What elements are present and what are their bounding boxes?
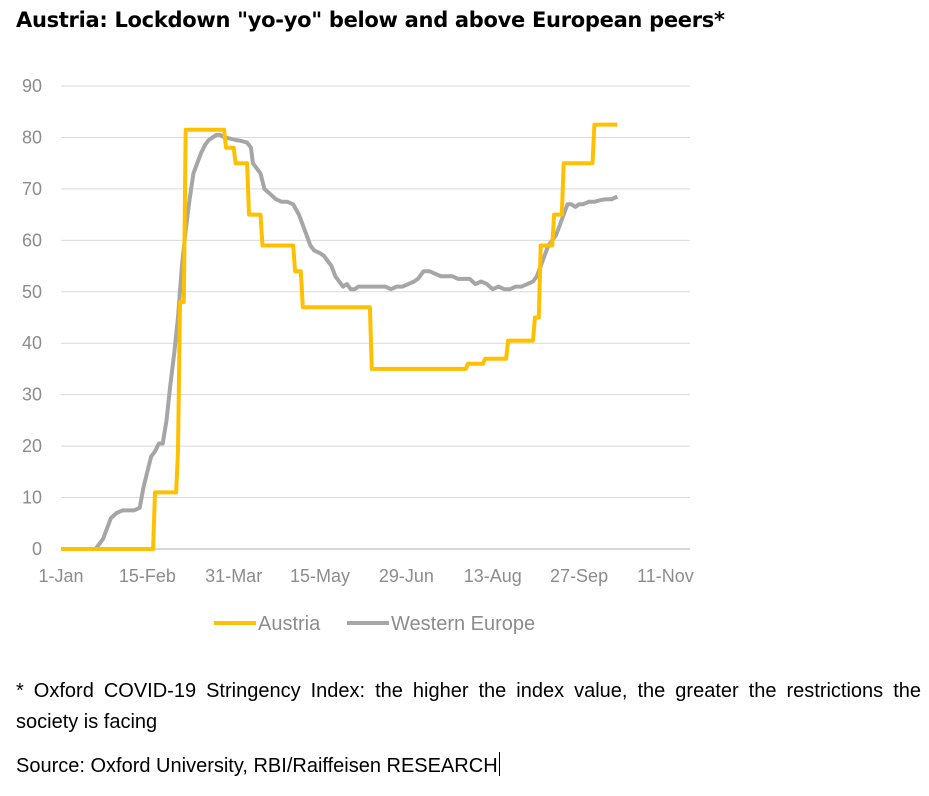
x-tick-label: 31-Mar (205, 566, 262, 586)
y-tick-label: 30 (22, 385, 42, 405)
gridlines (61, 85, 690, 550)
y-tick-label: 50 (22, 282, 42, 302)
legend: Austria Western Europe (214, 613, 535, 635)
y-tick-label: 90 (22, 76, 42, 96)
x-tick-label: 11-Nov (637, 566, 694, 586)
chart: 0 10 20 30 40 50 60 70 80 90 1-Jan 15-Feb 31-Mar 15-… (22, 76, 694, 635)
y-tick-label: 60 (22, 230, 42, 250)
footnote: * Oxford COVID-19 Stringency Index: the … (16, 680, 921, 733)
x-tick-label: 15-May (290, 566, 350, 586)
source-note: Source: Oxford University, RBI/Raiffeise… (16, 752, 500, 778)
y-tick-label: 10 (22, 488, 42, 508)
x-tick-label: 29-Jun (379, 566, 434, 586)
y-tick-label: 20 (22, 436, 42, 456)
series-line-austria (61, 122, 618, 551)
y-tick-label: 0 (32, 539, 42, 559)
x-tick-label: 15-Feb (119, 566, 176, 586)
x-tick-label: 13-Aug (464, 566, 522, 586)
legend-austria-label: Austria (258, 613, 321, 635)
series-lines (61, 122, 619, 551)
legend-western-europe-label: Western Europe (391, 613, 535, 635)
chart-title: Austria: Lockdown "yo-yo" below and abov… (16, 8, 725, 32)
y-tick-label: 80 (22, 127, 42, 147)
series-line-western-europe (61, 132, 619, 551)
x-axis-ticks: 1-Jan 15-Feb 31-Mar 15-May 29-Jun 13-Aug 27-Se… (38, 566, 693, 586)
y-tick-label: 70 (22, 179, 42, 199)
x-tick-label: 1-Jan (38, 566, 83, 586)
x-tick-label: 27-Sep (550, 566, 608, 586)
y-tick-label: 40 (22, 333, 42, 353)
y-axis-ticks: 0 10 20 30 40 50 60 70 80 90 (22, 76, 42, 559)
